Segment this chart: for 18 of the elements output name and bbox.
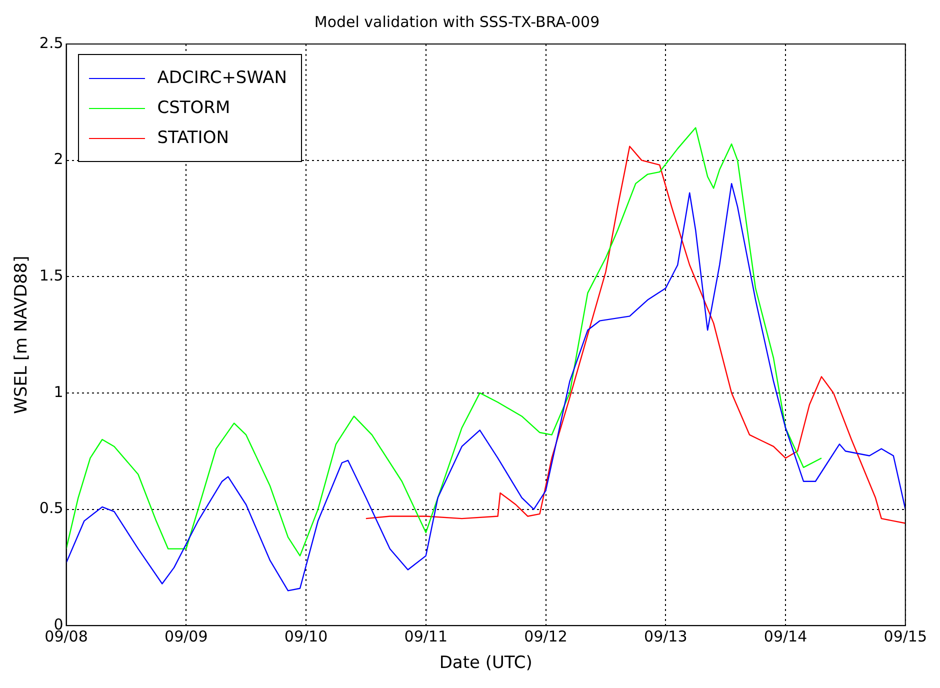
x-tick-label: 09/15	[884, 627, 928, 646]
y-axis-title: WSEL [m NAVD88]	[12, 256, 32, 414]
chart-title: Model validation with SSS-TX-BRA-009	[314, 12, 600, 31]
x-tick-label: 09/14	[764, 627, 808, 646]
y-tick-label: 1	[54, 382, 64, 401]
legend-label: STATION	[157, 127, 229, 150]
x-axis-title: Date (UTC)	[439, 653, 532, 674]
x-tick-label: 09/13	[644, 627, 688, 646]
x-tick-label: 09/12	[524, 627, 568, 646]
y-tick-label: 2.5	[39, 34, 64, 52]
legend-label: CSTORM	[157, 97, 230, 120]
x-tick-label: 09/09	[164, 627, 208, 646]
legend-label: ADCIRC+SWAN	[157, 67, 287, 90]
y-tick-label: 2	[54, 150, 64, 168]
y-tick-label: 1.5	[39, 266, 64, 285]
x-tick-label: 09/11	[404, 627, 448, 646]
x-tick-label: 09/10	[284, 627, 328, 646]
y-tick-label: 0.5	[39, 499, 64, 518]
